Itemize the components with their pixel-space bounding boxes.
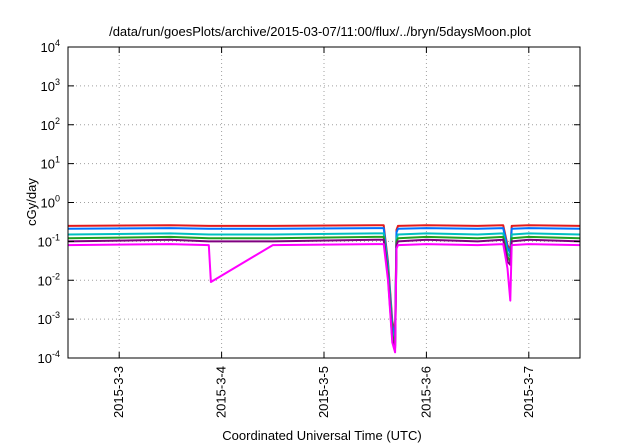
y-tick-label: 10-2 (38, 271, 60, 288)
series-line-6 (67, 243, 581, 354)
x-tick-label: 2015-3-7 (521, 366, 536, 418)
y-tick-label: 10-4 (38, 349, 60, 366)
y-tick-base: 10 (41, 157, 55, 172)
grid (68, 47, 580, 358)
y-tick-exponent: 0 (55, 194, 60, 204)
x-tick-label: 2015-3-5 (316, 366, 331, 418)
y-tick-base: 10 (38, 351, 52, 366)
y-tick-base: 10 (41, 196, 55, 211)
chart-title: /data/run/goesPlots/archive/2015-03-07/1… (109, 24, 531, 39)
y-tick-base: 10 (41, 118, 55, 133)
y-tick-exponent: -1 (52, 232, 60, 242)
x-tick-label: 2015-3-3 (111, 366, 126, 418)
x-tick-label: 2015-3-4 (214, 366, 229, 418)
y-tick-label: 103 (41, 77, 60, 94)
y-tick-exponent: 1 (55, 155, 60, 165)
y-tick-label: 104 (41, 38, 60, 55)
y-tick-label: 10-1 (38, 232, 60, 249)
y-tick-exponent: 4 (55, 38, 60, 48)
y-tick-base: 10 (38, 312, 52, 327)
y-tick-exponent: 3 (55, 77, 60, 87)
y-tick-base: 10 (41, 79, 55, 94)
y-axis-label: cGy/day (24, 178, 39, 226)
y-tick-exponent: 2 (55, 116, 60, 126)
y-tick-label: 100 (41, 194, 60, 211)
y-tick-base: 10 (38, 273, 52, 288)
y-tick-label: 10-3 (38, 310, 60, 327)
y-tick-exponent: -3 (52, 310, 60, 320)
y-tick-base: 10 (41, 40, 55, 55)
y-tick-label: 102 (41, 116, 60, 133)
y-tick-exponent: -4 (52, 349, 60, 359)
series-group (67, 224, 581, 354)
y-tick-label: 101 (41, 155, 60, 172)
x-tick-label: 2015-3-6 (418, 366, 433, 418)
x-axis-label: Coordinated Universal Time (UTC) (222, 428, 421, 443)
y-tick-base: 10 (38, 234, 52, 249)
y-tick-exponent: -2 (52, 271, 60, 281)
x-axis: 2015-3-3 2015-3-4 2015-3-5 2015-3-6 2015-3-7 (111, 47, 536, 418)
